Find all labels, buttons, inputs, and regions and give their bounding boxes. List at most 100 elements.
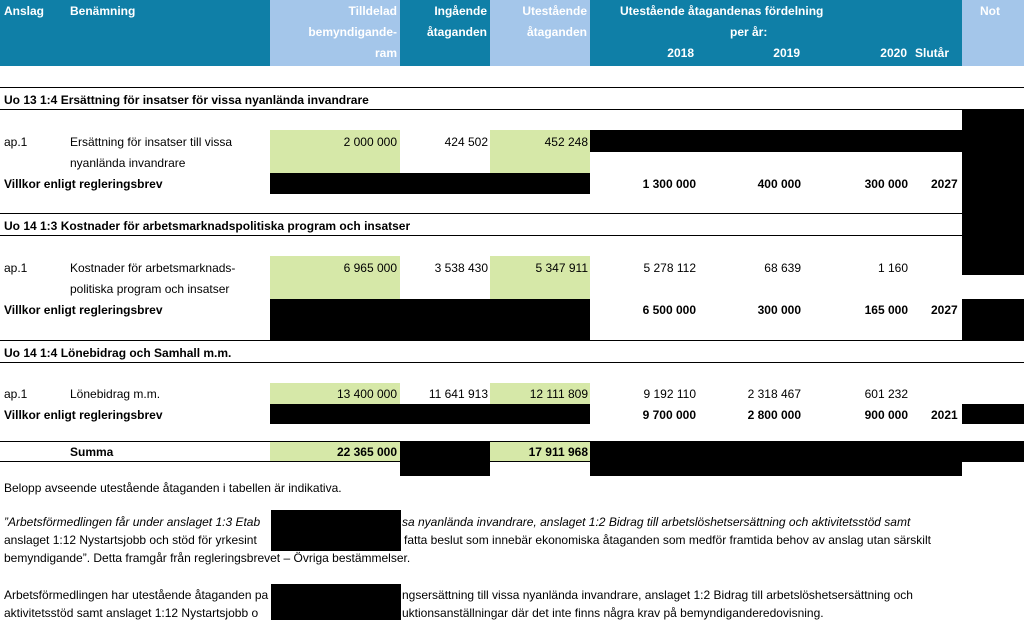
redaction-block (400, 442, 490, 476)
header-tilldelad-bg (270, 0, 400, 66)
header-year-2018: 2018 (667, 46, 694, 60)
note-quote-line2b: fatta beslut som innebär ekonomiska åtag… (404, 533, 931, 547)
header-not: Not (980, 4, 1000, 18)
header-fordelning-1: Utestående åtagandenas fördelning (620, 4, 824, 18)
redaction-block (962, 299, 1024, 340)
header-utestaende-bg (490, 0, 590, 66)
note-commitments-line1a: Arbetsförmedlingen har utestående åtagan… (4, 588, 269, 602)
villkor-label: Villkor enligt regleringsbrev (4, 177, 163, 191)
header-fordelning-2: per år: (730, 25, 768, 39)
summa-label: Summa (70, 445, 114, 459)
row-code: ap.1 (4, 387, 28, 401)
header-utestaende-1: Utestående (522, 4, 587, 18)
header-year-2020: 2020 (880, 46, 907, 60)
divider (0, 362, 1024, 363)
summa-utestaende: 17 911 968 (528, 445, 588, 459)
divider (0, 213, 1024, 214)
cell-tilldelad: 13 400 000 (336, 387, 397, 401)
row-name-1: Ersättning för insatser till vissa (70, 135, 233, 149)
cell-ingaende: 424 502 (444, 135, 488, 149)
header-benamning: Benämning (70, 4, 136, 18)
villkor-2019: 2 800 000 (747, 408, 801, 422)
villkor-slutar: 2021 (931, 408, 958, 422)
cell-ingaende: 3 538 430 (434, 261, 488, 275)
cell-utestaende: 5 347 911 (535, 261, 589, 275)
villkor-slutar: 2027 (931, 303, 958, 317)
cell-ingaende: 11 641 913 (428, 387, 488, 401)
section-title: Uo 13 1:4 Ersättning för insatser för vi… (4, 93, 369, 107)
divider (0, 235, 1024, 236)
header-ingaende-2: åtaganden (426, 25, 487, 39)
redaction-block (590, 442, 962, 476)
row-name-2: nyanlända invandrare (70, 156, 186, 170)
cell-tilldelad-bg (270, 383, 400, 404)
villkor-label: Villkor enligt regleringsbrev (4, 303, 163, 317)
row-name-1: Lönebidrag m.m. (70, 387, 161, 401)
divider (0, 340, 1024, 341)
cell-utestaende: 12 111 809 (529, 387, 588, 401)
divider (0, 441, 1024, 442)
note-quote-line3: bemyndigande”. Detta framgår från regler… (4, 551, 411, 565)
cell-2018: 5 278 112 (643, 261, 697, 275)
header-ingaende-1: Ingående (434, 4, 487, 18)
cell-utestaende: 452 248 (544, 135, 588, 149)
redaction-block (271, 510, 401, 551)
villkor-2019: 300 000 (757, 303, 801, 317)
cell-utestaende-bg (490, 130, 590, 173)
redaction-block (962, 442, 1024, 461)
note-quote-line2a: anslaget 1:12 Nystartsjobb och stöd för … (4, 533, 257, 547)
villkor-2018: 1 300 000 (642, 177, 696, 191)
cell-tilldelad: 2 000 000 (343, 135, 397, 149)
villkor-2018: 9 700 000 (642, 408, 696, 422)
cell-2020: 1 160 (877, 261, 908, 275)
row-name-2: politiska program och insatser (70, 282, 230, 296)
cell-2020: 601 232 (864, 387, 908, 401)
cell-utestaende-bg (490, 256, 590, 299)
note-commitments-line2b: uktionsanställningar där det inte finns … (402, 606, 824, 620)
redaction-block (271, 584, 401, 620)
divider (0, 109, 1024, 110)
villkor-2020: 900 000 (864, 408, 908, 422)
villkor-2020: 300 000 (864, 177, 908, 191)
villkor-2018: 6 500 000 (642, 303, 696, 317)
row-name-1: Kostnader för arbetsmarknads- (70, 261, 236, 275)
note-commitments-line2a: aktivitetsstöd samt anslaget 1:12 Nystar… (4, 606, 259, 620)
cell-tilldelad: 6 965 000 (343, 261, 397, 275)
redaction-block (962, 109, 1024, 275)
note-indicative: Belopp avseende utestående åtaganden i t… (4, 481, 342, 495)
cell-2019: 68 639 (764, 261, 801, 275)
villkor-2019: 400 000 (757, 177, 801, 191)
note-quote-line1b: sa nyanlända invandrare, anslaget 1:2 Bi… (402, 515, 911, 529)
villkor-2020: 165 000 (864, 303, 908, 317)
cell-utestaende-bg (490, 383, 590, 404)
redaction-block (270, 173, 590, 194)
redaction-block (270, 404, 590, 424)
villkor-slutar: 2027 (931, 177, 958, 191)
summa-utestaende-bg (490, 442, 590, 461)
header-not-bg (962, 0, 1024, 66)
header-utestaende-2: åtaganden (526, 25, 587, 39)
section-title: Uo 14 1:4 Lönebidrag och Samhall m.m. (4, 346, 232, 360)
redaction-block (962, 404, 1024, 424)
cell-tilldelad-bg (270, 130, 400, 173)
villkor-label: Villkor enligt regleringsbrev (4, 408, 163, 422)
header-slutar: Slutår (915, 46, 950, 60)
header-tilldelad-1: Tilldelad (348, 4, 397, 18)
header-year-2019: 2019 (773, 46, 800, 60)
cell-2019: 2 318 467 (747, 387, 801, 401)
note-quote-line1a: ”Arbetsförmedlingen får under anslaget 1… (4, 515, 261, 529)
note-commitments-line1b: ngsersättning till vissa nyanlända invan… (402, 588, 913, 602)
redaction-block (590, 130, 962, 152)
header-anslag: Anslag (4, 4, 45, 18)
cell-2018: 9 192 110 (643, 387, 697, 401)
header-tilldelad-2: bemyndigande- (308, 25, 397, 39)
row-code: ap.1 (4, 261, 28, 275)
summa-tilldelad: 22 365 000 (336, 445, 397, 459)
row-code: ap.1 (4, 135, 28, 149)
redaction-block (270, 299, 590, 340)
cell-tilldelad-bg (270, 256, 400, 299)
section-title: Uo 14 1:3 Kostnader för arbetsmarknadspo… (4, 219, 411, 233)
divider (0, 87, 1024, 88)
header-tilldelad-3: ram (374, 46, 397, 60)
divider (0, 461, 1024, 462)
